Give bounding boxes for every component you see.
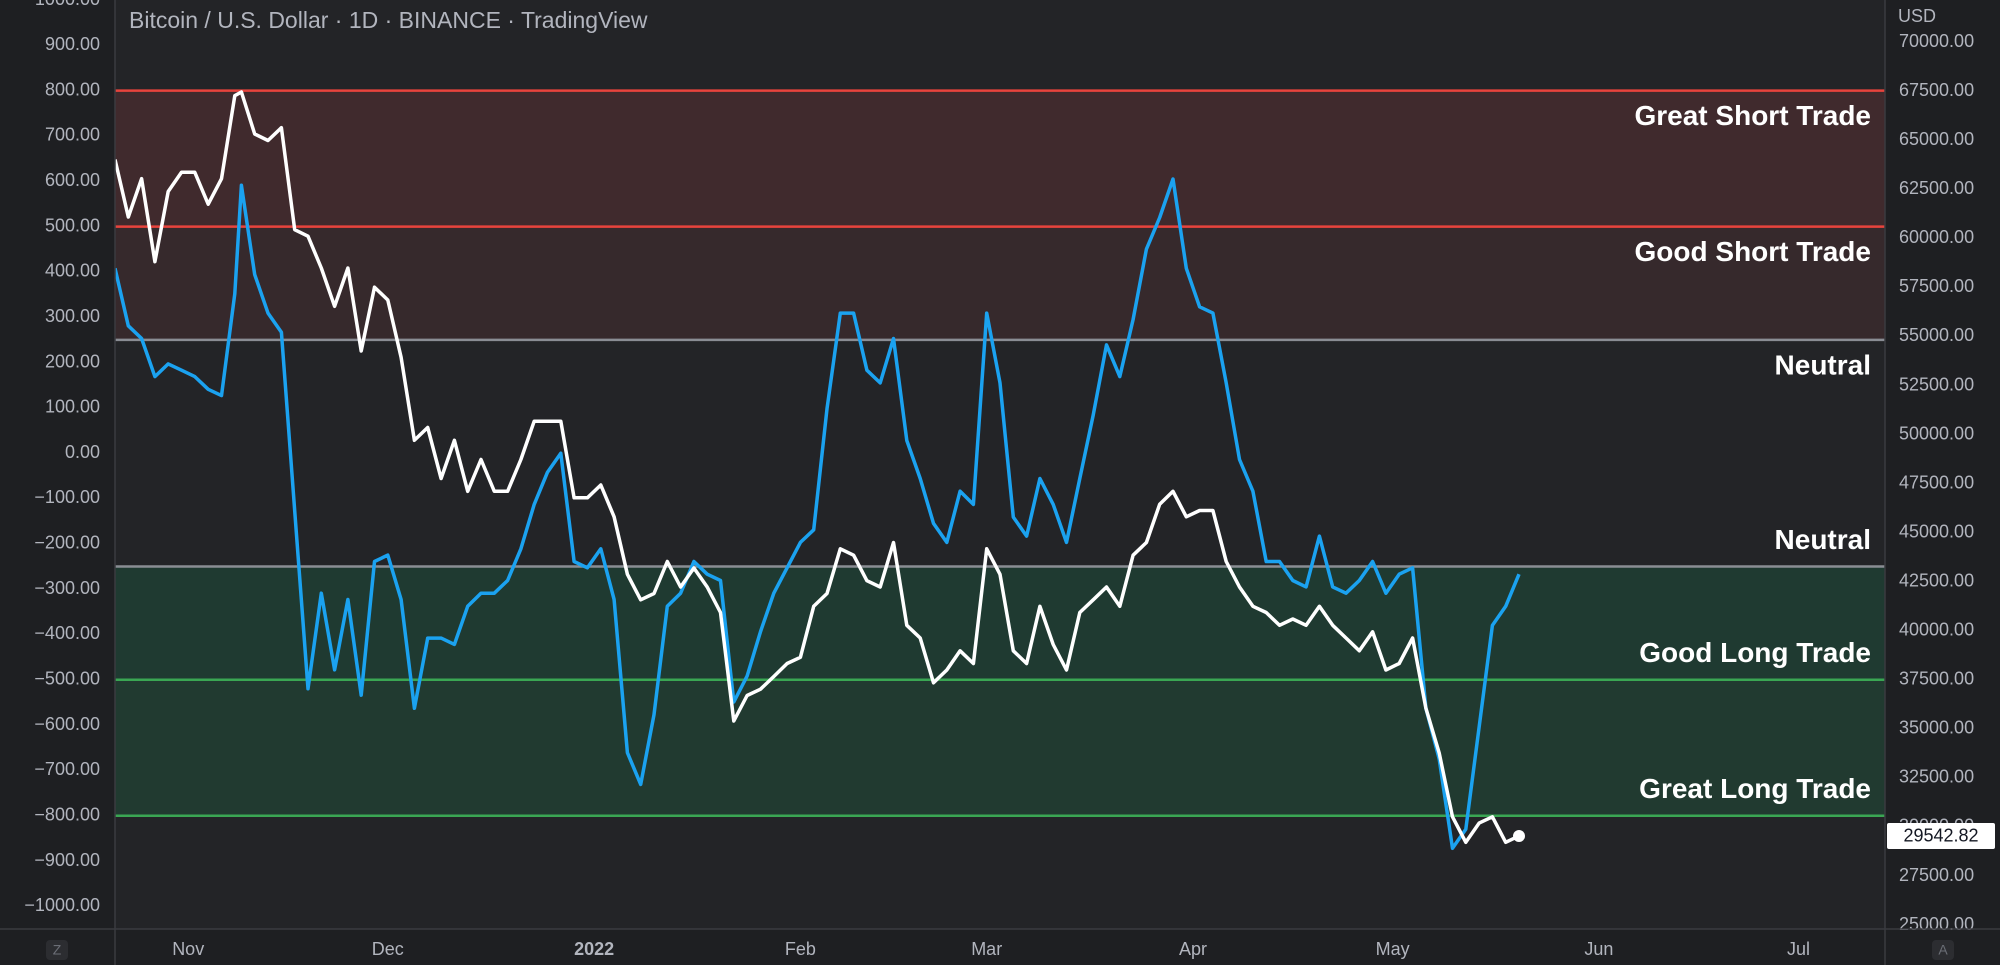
x-tick-label: Jun (1584, 939, 1613, 959)
level-label: Good Long Trade (1639, 637, 1871, 668)
scale-button[interactable] (46, 940, 68, 960)
y-tick-label: −100.00 (34, 487, 100, 507)
x-tick-label: Nov (172, 939, 204, 959)
y-tick-label: 800.00 (45, 79, 100, 99)
series-line (115, 90, 1520, 845)
x-tick-label: May (1376, 939, 1410, 959)
x-tick-label: Dec (372, 939, 404, 959)
zone-band (115, 679, 1885, 816)
y-tick-label: 100.00 (45, 397, 100, 417)
y-tick-label: 300.00 (45, 306, 100, 326)
zone-band (115, 226, 1885, 340)
y-tick-label: 500.00 (45, 215, 100, 235)
y-tick-label: −1000.00 (24, 895, 100, 915)
y2-tick-label: 45000.00 (1899, 521, 1974, 541)
level-label: Great Long Trade (1639, 773, 1871, 804)
y-tick-label: −600.00 (34, 714, 100, 734)
plot-area (115, 89, 1885, 851)
y-tick-label: −900.00 (34, 850, 100, 870)
y2-tick-label: 42500.00 (1899, 570, 1974, 590)
scale-button-label[interactable]: Z (53, 942, 62, 958)
y-tick-label: −400.00 (34, 623, 100, 643)
y2-tick-label: 37500.00 (1899, 669, 1974, 689)
y2-tick-label: 57500.00 (1899, 276, 1974, 296)
y-tick-label: −800.00 (34, 804, 100, 824)
y-tick-label: 900.00 (45, 34, 100, 54)
y2-tick-label: 27500.00 (1899, 865, 1974, 885)
y2-tick-label: 65000.00 (1899, 129, 1974, 149)
y-tick-label: 400.00 (45, 261, 100, 281)
y2-tick-label: 60000.00 (1899, 227, 1974, 247)
y2-tick-label: 47500.00 (1899, 472, 1974, 492)
y-tick-label: −200.00 (34, 533, 100, 553)
x-tick-label: Apr (1179, 939, 1207, 959)
auto-button-label[interactable]: A (1938, 942, 1948, 958)
y-tick-label: 600.00 (45, 170, 100, 190)
series-line (115, 177, 1521, 851)
y2-tick-label: 62500.00 (1899, 178, 1974, 198)
y-tick-label: −700.00 (34, 759, 100, 779)
zone-band (115, 90, 1885, 227)
x-tick-label: Mar (971, 939, 1002, 959)
level-label: Great Short Trade (1634, 100, 1871, 131)
y2-tick-label: 25000.00 (1899, 914, 1974, 934)
y2-tick-label: 52500.00 (1899, 374, 1974, 394)
y2-tick-label: 70000.00 (1899, 31, 1974, 51)
x-tick-label: 2022 (574, 939, 614, 959)
y2-tick-label: 40000.00 (1899, 620, 1974, 640)
y-tick-label: −500.00 (34, 669, 100, 689)
x-tick-label: Jul (1787, 939, 1810, 959)
y-tick-label: −300.00 (34, 578, 100, 598)
y-tick-label: 700.00 (45, 125, 100, 145)
y2-tick-label: 55000.00 (1899, 325, 1974, 345)
right-axis-strip (1885, 0, 2000, 929)
left-axis-strip (0, 0, 115, 929)
level-label: Neutral (1775, 524, 1871, 555)
chart-title: Bitcoin / U.S. Dollar · 1D · BINANCE · T… (129, 7, 648, 33)
price-label: 29542.82 (1903, 826, 1978, 846)
y2-tick-label: 67500.00 (1899, 80, 1974, 100)
x-axis-strip (0, 929, 2000, 965)
x-tick-label: Feb (785, 939, 816, 959)
last-point (1513, 829, 1526, 842)
y-tick-label: 1000.00 (35, 0, 100, 9)
y-tick-label: 200.00 (45, 351, 100, 371)
overlay: Great Short Trade Good Short Trade Neutral… (24, 0, 1995, 959)
y-tick-label: 0.00 (65, 442, 100, 462)
auto-button[interactable] (1932, 940, 1954, 960)
y2-axis-label: USD (1898, 6, 1936, 26)
price-label-box (1887, 822, 1995, 849)
y2-tick-label: 50000.00 (1899, 423, 1974, 443)
level-label: Neutral (1775, 349, 1871, 380)
y2-tick-label: 32500.00 (1899, 767, 1974, 787)
level-label: Good Short Trade (1635, 236, 1871, 267)
y2-tick-label: 35000.00 (1899, 718, 1974, 738)
